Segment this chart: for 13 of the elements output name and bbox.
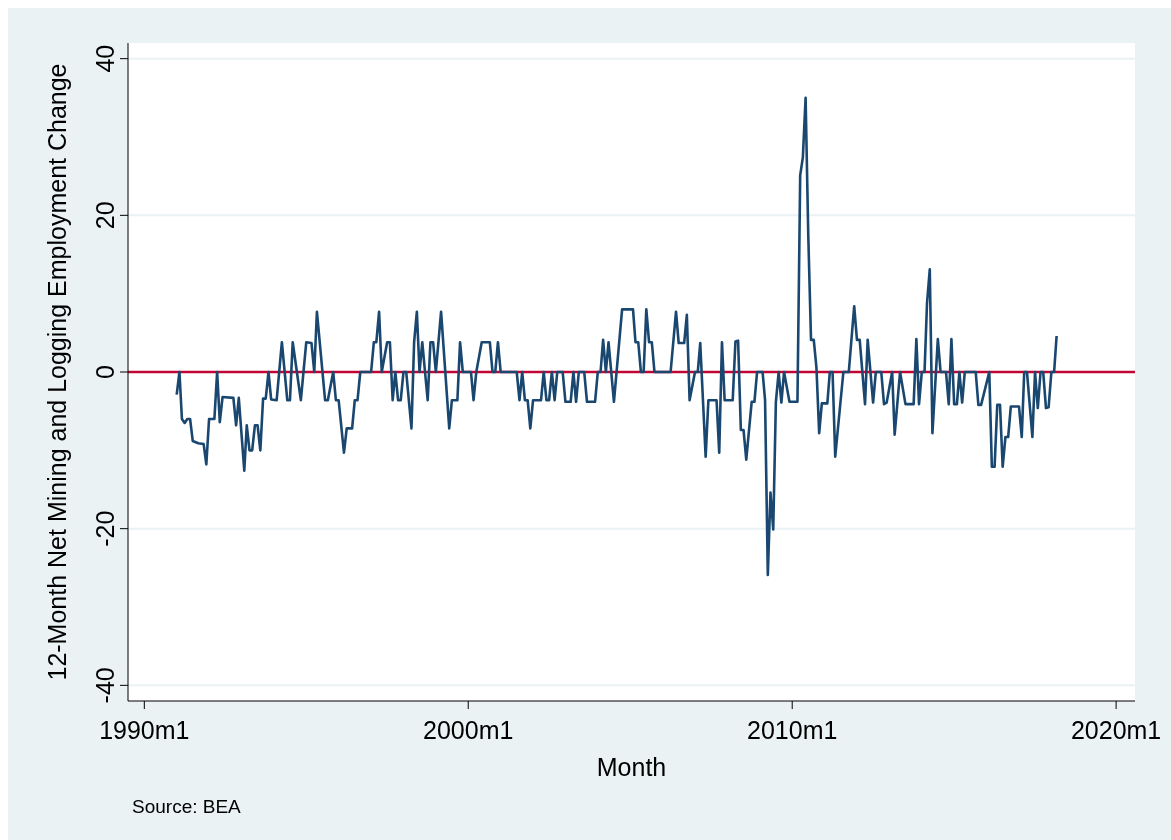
y-axis-title: 12-Month Net Mining and Logging Employment Change: [43, 63, 71, 681]
y-tick-label: 20: [91, 201, 119, 230]
x-tick-label: 2000m1: [423, 716, 514, 744]
y-tick-label: 40: [91, 44, 119, 73]
x-axis-title: Month: [596, 753, 667, 781]
x-tick-label: 2020m1: [1070, 716, 1162, 744]
y-tick-label: -20: [91, 510, 119, 547]
y-tick-label: 0: [91, 365, 119, 379]
source-note: Source: BEA: [132, 796, 242, 817]
x-tick-label: 2010m1: [747, 716, 838, 744]
line-series: [175, 96, 1058, 577]
x-tick-label: 1990m1: [99, 716, 190, 744]
y-tick-label: -40: [91, 667, 119, 704]
